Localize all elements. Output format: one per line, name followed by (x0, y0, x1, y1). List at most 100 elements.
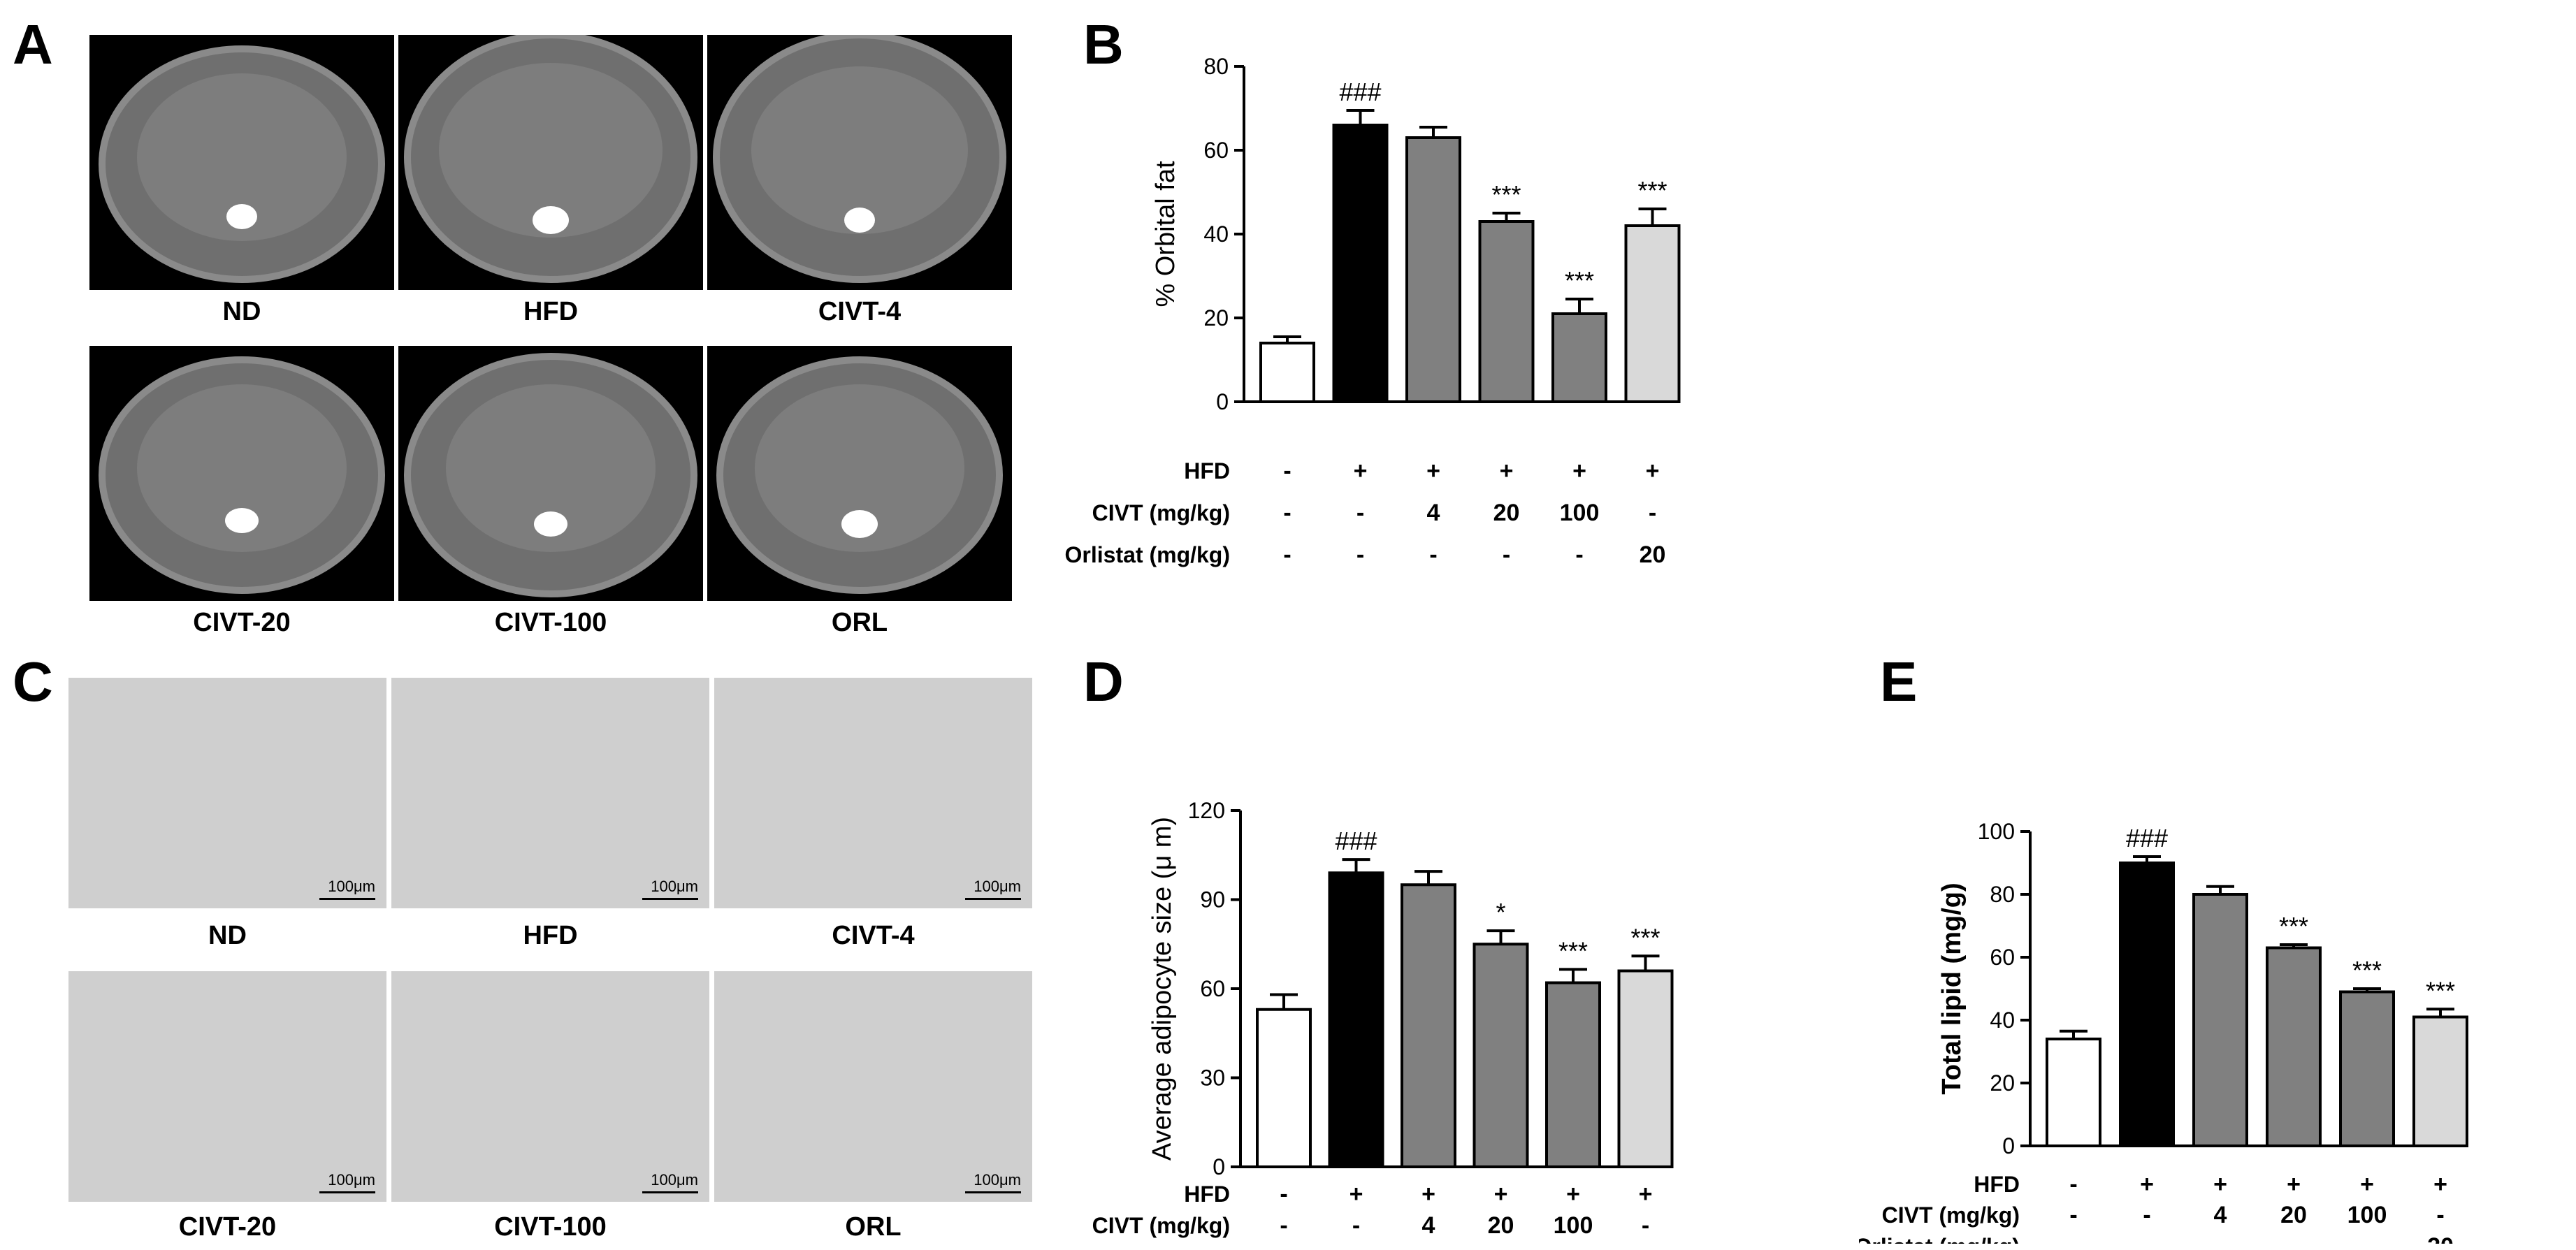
condition-value: - (1283, 500, 1291, 526)
condition-value: + (2360, 1171, 2374, 1198)
y-tick-label: 40 (1203, 221, 1229, 247)
histology-caption-orl: ORL (845, 1212, 902, 1242)
condition-row-label: HFD (1184, 1182, 1230, 1207)
bar-orl (1624, 224, 1681, 403)
y-tick-label: 20 (1203, 305, 1229, 330)
condition-value: - (1649, 500, 1656, 526)
y-tick-label: 80 (1203, 54, 1229, 79)
significance-label: *** (2352, 956, 2382, 984)
ct-caption-nd: ND (222, 297, 261, 326)
condition-row-label: CIVT (mg/kg) (1092, 1213, 1230, 1238)
condition-value: - (2069, 1233, 2077, 1244)
condition-value: - (2143, 1202, 2150, 1228)
condition-row-label: HFD (1974, 1172, 2020, 1197)
condition-value: 4 (1427, 500, 1440, 526)
condition-value: - (1283, 458, 1291, 484)
condition-value: + (2213, 1171, 2227, 1198)
ct-caption-civt-20: CIVT-20 (193, 608, 291, 637)
condition-value: 20 (1488, 1212, 1514, 1239)
condition-value: + (1421, 1181, 1435, 1207)
condition-value: - (1280, 1181, 1287, 1207)
condition-value: + (2433, 1171, 2447, 1198)
bar-civt-100 (2339, 990, 2395, 1147)
significance-label: ### (2126, 824, 2168, 852)
condition-value: + (1572, 458, 1586, 484)
ct-image-civt-20 (89, 346, 394, 601)
chart-total-lipid: 0 20 40 60 80 100 Total lipid (mg/g) ### *** *** *… (1859, 819, 2468, 1244)
bar-hfd (2119, 862, 2175, 1147)
condition-value: - (1575, 542, 1583, 568)
scale-bar-label: 100μm (974, 878, 1021, 895)
ct-caption-civt-4: CIVT-4 (818, 297, 902, 326)
histology-caption-civt-100: CIVT-100 (494, 1212, 607, 1242)
condition-value: 4 (1422, 1212, 1435, 1239)
bar-nd (1259, 342, 1315, 403)
bar-nd (1256, 1008, 1312, 1168)
bar-civt-20 (1478, 220, 1535, 403)
bar-civt-20 (2266, 946, 2322, 1147)
histology-caption-nd: ND (208, 921, 247, 950)
y-tick-label: 0 (1216, 389, 1229, 414)
chart-orbital-fat: 0 20 40 60 80 % Orbital fat ### *** *** *** HFD - + +… (1065, 54, 1681, 568)
bar-civt-20 (1472, 943, 1529, 1168)
y-tick-label: 40 (1990, 1008, 2015, 1033)
condition-value: 20 (2280, 1202, 2307, 1228)
y-tick-label: 90 (1200, 887, 1225, 913)
panel-letter-c: C (13, 651, 53, 713)
condition-value: + (1500, 458, 1514, 484)
ct-caption-orl: ORL (831, 608, 888, 637)
panel-letter-a: A (13, 13, 53, 75)
histology-image-orl: 100μm (714, 971, 1032, 1202)
panel-letter-e: E (1880, 651, 1918, 713)
condition-row-label: Orlistat (mg/kg) (1065, 542, 1230, 567)
panel-letter-d: D (1083, 651, 1124, 713)
scale-bar (319, 898, 375, 900)
bar-hfd (1328, 871, 1384, 1168)
ct-scan-graphic (99, 356, 385, 594)
y-axis-label: Average adipocyte size (μ m) (1148, 817, 1177, 1161)
bar-nd (2046, 1038, 2101, 1147)
condition-value: - (1429, 542, 1437, 568)
bar-orl (1617, 969, 1674, 1168)
condition-value: + (2140, 1171, 2154, 1198)
histology-caption-hfd: HFD (523, 921, 578, 950)
scale-bar (642, 1191, 698, 1193)
scale-bar-label: 100μm (328, 1171, 375, 1189)
histology-image-nd: 100μm (68, 678, 386, 908)
condition-value: - (2289, 1233, 2297, 1244)
ct-image-hfd (398, 35, 703, 290)
histology-caption-civt-20: CIVT-20 (178, 1212, 277, 1242)
y-tick-label: 0 (1213, 1154, 1225, 1179)
histology-image-civt-100: 100μm (391, 971, 709, 1202)
condition-value: - (1352, 1212, 1360, 1239)
bar-civt-100 (1545, 981, 1601, 1168)
condition-value: + (2287, 1171, 2301, 1198)
scale-bar-label: 100μm (651, 1171, 698, 1189)
ct-image-nd (89, 35, 394, 290)
y-tick-label: 60 (1200, 976, 1225, 1001)
histology-image-civt-4: 100μm (714, 678, 1032, 908)
y-tick-label: 120 (1188, 798, 1225, 823)
y-axis-label: Total lipid (mg/g) (1937, 882, 1967, 1094)
condition-value: 20 (2427, 1233, 2454, 1244)
condition-value: 100 (1554, 1212, 1593, 1239)
condition-value: - (1283, 542, 1291, 568)
condition-value: 20 (1640, 542, 1666, 568)
condition-value: - (1356, 542, 1364, 568)
bar-civt-4 (1401, 883, 1456, 1168)
ct-image-orl (707, 346, 1012, 601)
scale-bar (642, 898, 698, 900)
significance-label: *** (2426, 976, 2455, 1005)
histology-caption-civt-4: CIVT-4 (832, 921, 915, 950)
y-axis-label: % Orbital fat (1151, 161, 1180, 307)
condition-value: + (1566, 1181, 1580, 1207)
bar-civt-4 (2192, 893, 2248, 1147)
y-tick-label: 0 (2002, 1133, 2015, 1158)
condition-value: + (1349, 1181, 1363, 1207)
condition-value: + (1494, 1181, 1508, 1207)
bar-civt-100 (1551, 312, 1607, 403)
scale-bar-label: 100μm (974, 1171, 1021, 1189)
histology-image-hfd: 100μm (391, 678, 709, 908)
y-tick-label: 60 (1990, 945, 2015, 970)
scale-bar-label: 100μm (328, 878, 375, 895)
